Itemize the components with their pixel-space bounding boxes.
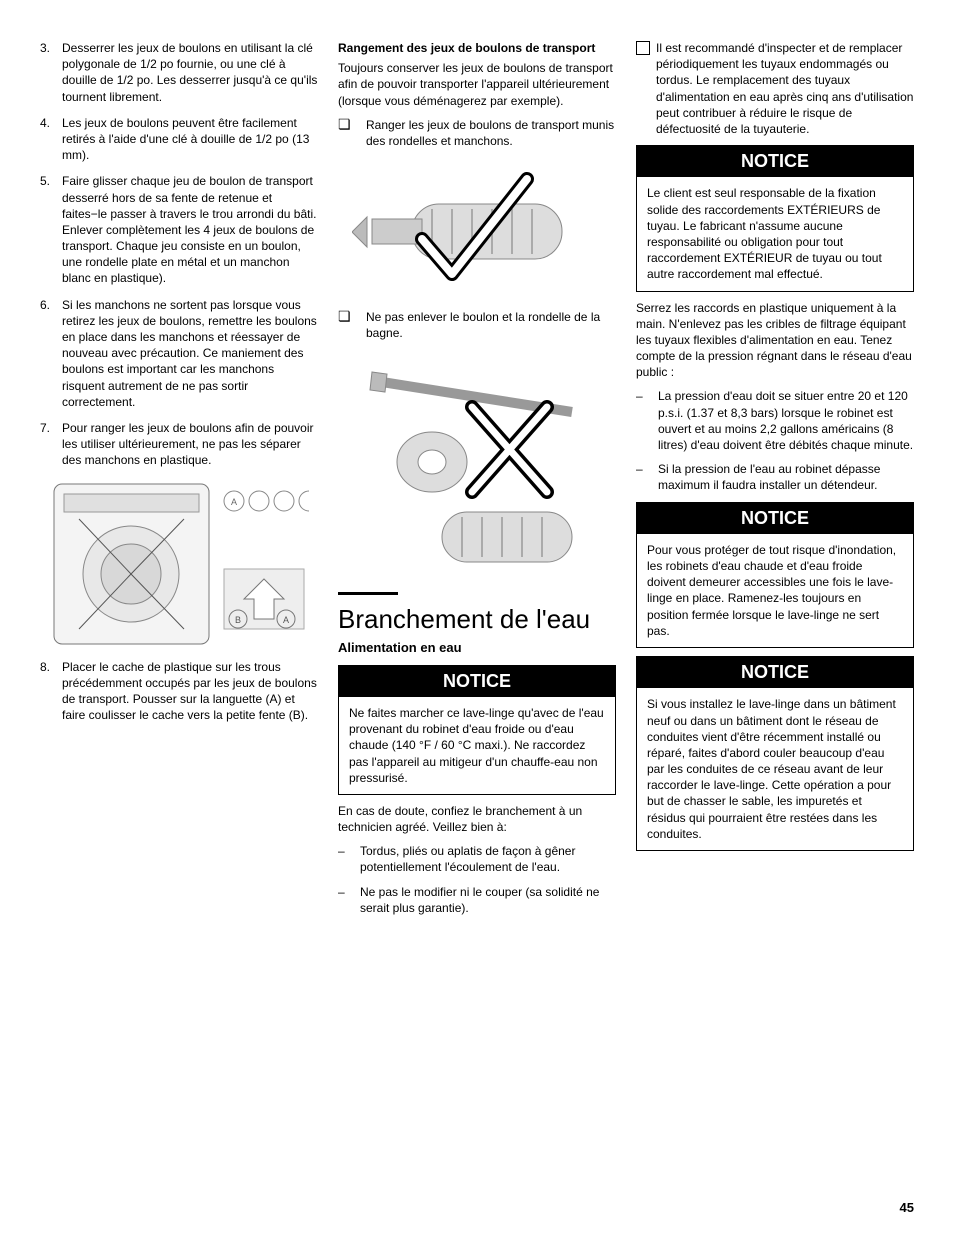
list-item-8: 8. Placer le cache de plastique sur les … — [40, 659, 318, 724]
section-rule — [338, 592, 398, 595]
list-number: 6. — [40, 297, 62, 410]
subsection-title: Alimentation en eau — [338, 639, 616, 657]
checkbox-text: Ranger les jeux de boulons de transport … — [366, 117, 616, 149]
dash-item: – Ne pas le modifier ni le couper (sa so… — [338, 884, 616, 916]
notice-header: NOTICE — [338, 665, 616, 697]
page-content: 3.Desserrer les jeux de boulons en utili… — [40, 40, 914, 924]
section-title: Branchement de l'eau — [338, 605, 616, 634]
column-3: Il est recommandé d'inspecter et de remp… — [636, 40, 914, 924]
notice-header: NOTICE — [636, 502, 914, 534]
dash-icon: – — [636, 388, 658, 453]
page-number: 45 — [900, 1199, 914, 1217]
column-1: 3.Desserrer les jeux de boulons en utili… — [40, 40, 318, 924]
list-text: Les jeux de boulons peuvent être facilem… — [62, 115, 318, 164]
checkbox-icon: ❏ — [338, 117, 366, 149]
checkbox-item-1: ❏ Ranger les jeux de boulons de transpor… — [338, 117, 616, 149]
dash-text: Tordus, pliés ou aplatis de façon à gêne… — [360, 843, 616, 875]
dash-item: – La pression d'eau doit se situer entre… — [636, 388, 914, 453]
list-item: 3.Desserrer les jeux de boulons en utili… — [40, 40, 318, 105]
dash-icon: – — [338, 843, 360, 875]
column-2: Rangement des jeux de boulons de transpo… — [338, 40, 616, 924]
list-text: Desserrer les jeux de boulons en utilisa… — [62, 40, 318, 105]
dash-text: Si la pression de l'eau au robinet dépas… — [658, 461, 914, 493]
inspect-text: Il est recommandé d'inspecter et de remp… — [656, 40, 914, 137]
svg-text:B: B — [235, 615, 241, 625]
paragraph: En cas de doute, confiez le branchement … — [338, 803, 616, 835]
figure-bolt-correct — [338, 159, 616, 299]
list-item: 5.Faire glisser chaque jeu de boulon de … — [40, 173, 318, 286]
notice-body: Si vous installez le lave-linge dans un … — [636, 688, 914, 851]
checkbox-icon: ❏ — [338, 309, 366, 341]
storage-heading: Rangement des jeux de boulons de transpo… — [338, 40, 616, 56]
list-number: 4. — [40, 115, 62, 164]
list-number: 3. — [40, 40, 62, 105]
dash-icon: – — [636, 461, 658, 493]
notice-body: Pour vous protéger de tout risque d'inon… — [636, 534, 914, 648]
figure-bolt-incorrect — [338, 352, 616, 582]
paragraph: Serrez les raccords en plastique uniquem… — [636, 300, 914, 381]
checkbox-text: Ne pas enlever le boulon et la rondelle … — [366, 309, 616, 341]
dash-icon: – — [338, 884, 360, 916]
list-number: 5. — [40, 173, 62, 286]
checkbox-item-2: ❏ Ne pas enlever le boulon et la rondell… — [338, 309, 616, 341]
svg-text:A: A — [231, 497, 237, 507]
figure-washer-back: A A B — [40, 479, 318, 649]
list-number: 8. — [40, 659, 62, 724]
notice-body: Ne faites marcher ce lave-linge qu'avec … — [338, 697, 616, 795]
svg-text:A: A — [283, 615, 289, 625]
dash-text: La pression d'eau doit se situer entre 2… — [658, 388, 914, 453]
notice-header: NOTICE — [636, 145, 914, 177]
list-item: 7.Pour ranger les jeux de boulons afin d… — [40, 420, 318, 469]
inspect-recommendation: Il est recommandé d'inspecter et de remp… — [636, 40, 914, 137]
notice-body: Le client est seul responsable de la fix… — [636, 177, 914, 291]
notice-header: NOTICE — [636, 656, 914, 688]
checkbox-icon — [636, 41, 650, 55]
list-text: Si les manchons ne sortent pas lorsque v… — [62, 297, 318, 410]
storage-paragraph: Toujours conserver les jeux de boulons d… — [338, 60, 616, 109]
list-text: Placer le cache de plastique sur les tro… — [62, 659, 318, 724]
list-number: 7. — [40, 420, 62, 469]
dash-item: – Si la pression de l'eau au robinet dép… — [636, 461, 914, 493]
list-item: 6.Si les manchons ne sortent pas lorsque… — [40, 297, 318, 410]
list-text: Pour ranger les jeux de boulons afin de … — [62, 420, 318, 469]
list-text: Faire glisser chaque jeu de boulon de tr… — [62, 173, 318, 286]
dash-text: Ne pas le modifier ni le couper (sa soli… — [360, 884, 616, 916]
list-item: 4.Les jeux de boulons peuvent être facil… — [40, 115, 318, 164]
dash-item: – Tordus, pliés ou aplatis de façon à gê… — [338, 843, 616, 875]
